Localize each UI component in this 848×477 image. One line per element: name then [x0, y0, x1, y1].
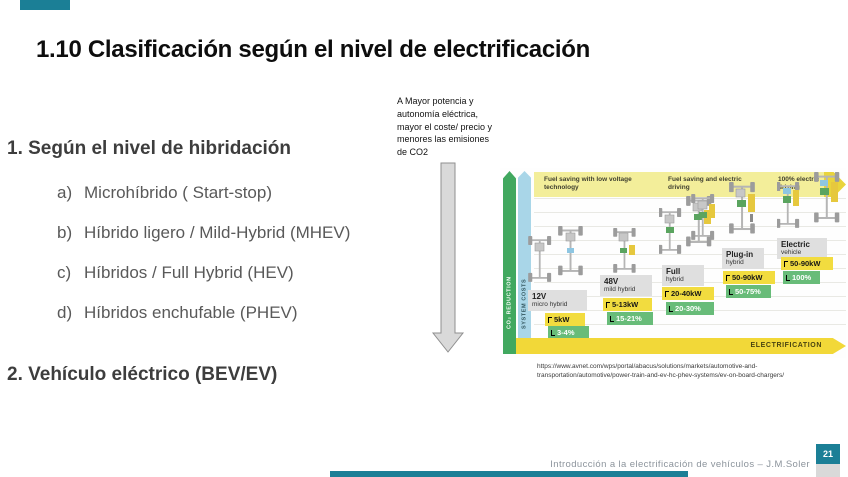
- outline-item-a: a) Microhíbrido ( Start-stop): [57, 183, 272, 203]
- power-value: 50-90kW: [732, 273, 763, 282]
- hook-icon: [669, 305, 673, 312]
- hook-icon: [729, 288, 733, 295]
- co2-tag-48v: 15-21%: [607, 312, 653, 325]
- page-badge-shadow: [816, 464, 840, 477]
- outline-item-d: d) Híbridos enchufable (PHEV): [57, 303, 298, 323]
- item-text: Híbrido ligero / Mild-Hybrid (MHEV): [84, 223, 351, 242]
- item-marker: d): [57, 303, 73, 322]
- group-name: Plug-in: [726, 250, 754, 259]
- group-label-12v: 12V micro hybrid: [528, 290, 587, 311]
- hook-icon: [548, 316, 552, 323]
- co2-axis-label: CO₂ REDUCTION: [506, 276, 513, 329]
- power-value: 5kW: [554, 315, 570, 324]
- group-subname: hybrid: [666, 276, 684, 283]
- system-costs-axis: SYSTEM COSTS: [518, 171, 531, 338]
- outline-section-2: 2. Vehículo eléctrico (BEV/EV): [7, 364, 278, 385]
- electrification-axis-arrow: ELECTRIFICATION: [516, 338, 846, 354]
- annotation-line: menores las emisiones: [397, 134, 490, 145]
- hook-icon: [610, 315, 614, 322]
- source-url-line2: transportation/automotive/power-train-an…: [537, 372, 785, 379]
- group-subname: hybrid: [726, 259, 744, 266]
- co2-reduction-axis: CO₂ REDUCTION: [503, 171, 516, 354]
- group-name: 48V: [604, 277, 619, 286]
- annotation-line: de CO2: [397, 147, 429, 158]
- electrification-chart-image: CO₂ REDUCTION SYSTEM COSTS Fuel saving w…: [500, 168, 846, 358]
- annotation-note: A Mayor potencia y autonomía eléctrica, …: [397, 95, 519, 159]
- co2-tag-12v: 3-4%: [548, 326, 589, 339]
- group-label-plugin-hybrid: Plug-in hybrid: [722, 248, 764, 269]
- group-label-electric: Electric vehicle: [777, 238, 827, 259]
- power-tag-full-hybrid: 20-40kW: [662, 287, 714, 300]
- co2-value: 100%: [792, 273, 812, 282]
- power-tag-12v: 5kW: [545, 313, 585, 326]
- page-number-badge: 21: [816, 444, 840, 464]
- group-subname: micro hybrid: [532, 301, 568, 308]
- outline-item-c: c) Híbridos / Full Hybrid (HEV): [57, 263, 294, 283]
- vehicle-icon-electric: [777, 172, 840, 228]
- group-subname: mild hybrid: [604, 286, 636, 293]
- power-tag-48v: 5-13kW: [603, 298, 652, 311]
- co2-value: 50-75%: [735, 287, 761, 296]
- hook-icon: [786, 274, 790, 281]
- power-value: 20-40kW: [671, 289, 702, 298]
- annotation-line: A Mayor potencia y: [397, 96, 474, 106]
- item-text: Híbridos / Full Hybrid (HEV): [84, 263, 294, 282]
- page-title: 1.10 Clasificación según el nivel de ele…: [36, 36, 590, 63]
- power-tag-plugin-hybrid: 50-90kW: [723, 271, 775, 284]
- power-value: 50-90kW: [790, 259, 821, 268]
- group-label-48v: 48V mild hybrid: [600, 275, 652, 296]
- annotation-line: mayor el coste/ precio y: [397, 121, 493, 132]
- hook-icon: [665, 290, 669, 297]
- source-url: https://www.avnet.com/wps/portal/abacus/…: [537, 362, 837, 380]
- vehicle-icon-plugin-hybrid: [691, 182, 755, 240]
- item-text: Híbridos enchufable (PHEV): [84, 303, 298, 322]
- vehicle-icon-48v: [613, 228, 636, 273]
- hook-icon: [784, 260, 788, 267]
- power-tag-electric: 50-90kW: [781, 257, 833, 270]
- power-value: 5-13kW: [612, 300, 639, 309]
- source-url-line1: https://www.avnet.com/wps/portal/abacus/…: [537, 363, 758, 370]
- vehicle-icon-full-hybrid: [659, 196, 712, 254]
- annotation-line: autonomía eléctrica,: [397, 108, 479, 119]
- down-arrow-icon: [431, 162, 465, 353]
- outline-item-b: b) Híbrido ligero / Mild-Hybrid (MHEV): [57, 223, 350, 243]
- item-marker: b): [57, 223, 73, 242]
- group-name: Full: [666, 267, 681, 276]
- co2-tag-plugin-hybrid: 50-75%: [726, 285, 771, 298]
- hook-icon: [551, 329, 555, 336]
- group-name: 12V: [532, 292, 547, 301]
- group-subname: vehicle: [781, 249, 802, 256]
- item-marker: c): [57, 263, 72, 282]
- band-label-2: Fuel saving and electric driving: [668, 176, 742, 191]
- co2-tag-electric: 100%: [783, 271, 820, 284]
- item-text: Microhíbrido ( Start-stop): [84, 183, 272, 202]
- hook-icon: [726, 274, 730, 281]
- accent-bar-top: [20, 0, 70, 10]
- accent-bar-bottom: [330, 471, 688, 477]
- group-label-full-hybrid: Full hybrid: [662, 265, 704, 286]
- band-label-3: 100% electric driving: [778, 176, 820, 191]
- item-marker: a): [57, 183, 73, 202]
- co2-value: 3-4%: [557, 328, 575, 337]
- vehicle-icon-12v: [528, 226, 583, 282]
- co2-value: 15-21%: [616, 314, 642, 323]
- outline-section-1: 1. Según el nivel de hibridación: [7, 138, 292, 159]
- group-name: Electric: [781, 240, 810, 249]
- hook-icon: [606, 301, 610, 308]
- footer-text: Introducción a la electrificación de veh…: [550, 459, 810, 470]
- band-label-1: Fuel saving with low voltage technology: [544, 176, 632, 191]
- co2-tag-full-hybrid: 20-30%: [666, 302, 714, 315]
- co2-value: 20-30%: [675, 304, 701, 313]
